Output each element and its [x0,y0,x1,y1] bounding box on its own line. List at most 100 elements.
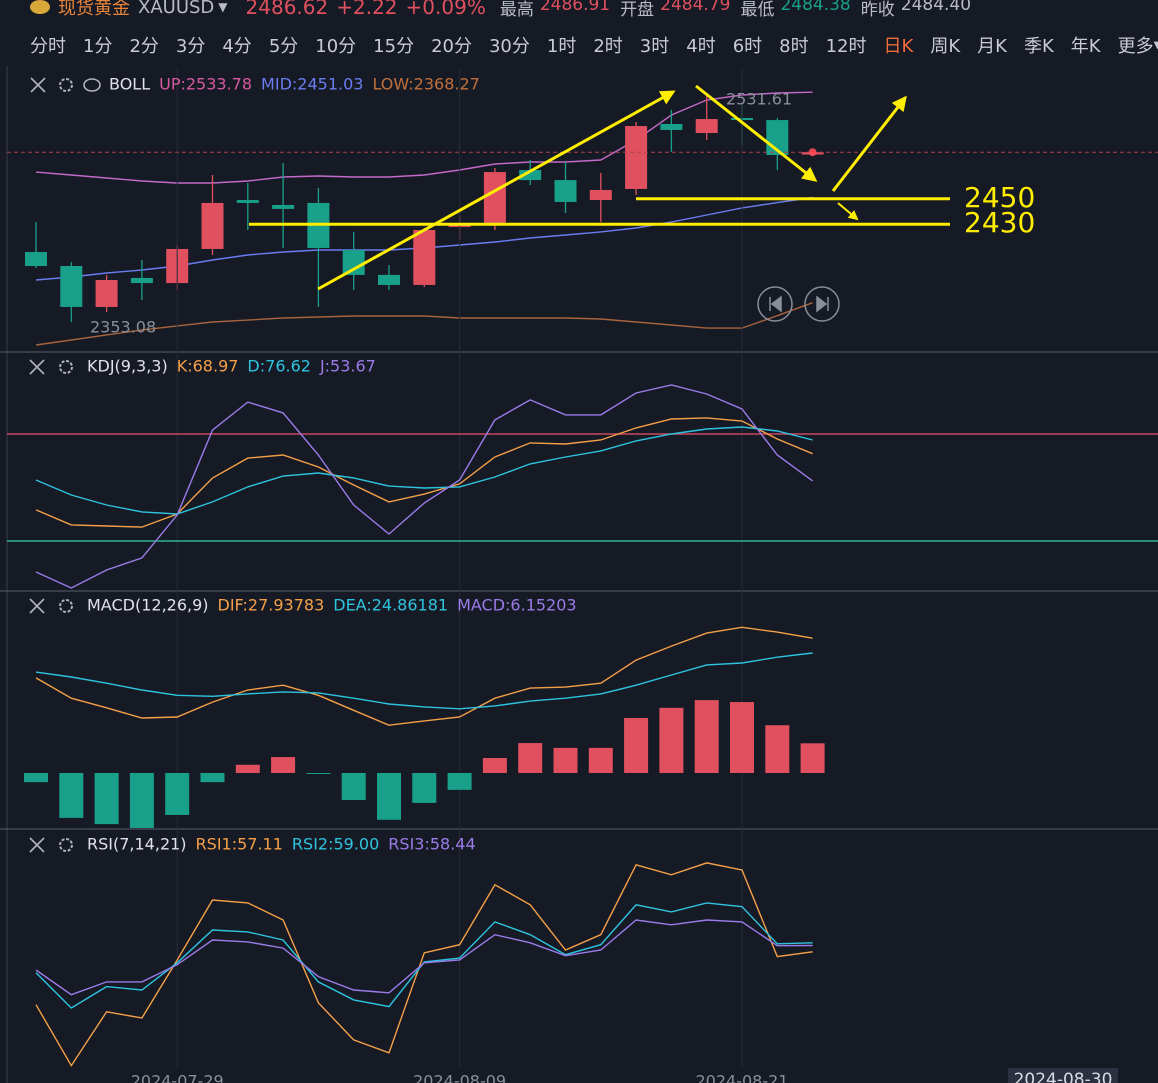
timeframe-tabs: 分时 1分 2分 3分 4分 5分 10分 15分 20分 30分 1时 2时 3时 4时 6时 8时 12时日… [30,32,1158,58]
settings-icon[interactable] [59,838,73,852]
legend-entry: D:76.62 [247,357,311,376]
macd-bar [553,747,578,773]
settings-icon[interactable] [59,360,73,374]
indicator-panel [25,91,824,346]
cursor-date-box [1008,1068,1118,1083]
legend-entry: RSI2:59.00 [292,835,379,854]
legend-entry: DEA:24.86181 [333,596,448,615]
timeframe-tab[interactable]: 15分 [373,36,415,57]
stat-label: 最低 [740,0,775,20]
timeframe-tab[interactable]: 周K [930,36,961,57]
macd-bar [412,772,437,803]
visibility-icon[interactable] [83,78,101,92]
indicator-line [35,302,813,346]
timeframe-tab[interactable]: 5分 [268,36,299,57]
macd-bar [24,772,48,783]
next-button[interactable] [804,286,840,322]
settings-icon[interactable] [59,78,73,92]
settings-icon[interactable] [59,599,73,613]
stat-value: 2484.38 [780,0,851,15]
timeframe-tab[interactable]: 8时 [779,36,809,57]
change-pct: +0.09% [405,0,486,19]
timeframe-tab[interactable]: 年K [1070,36,1101,57]
legend-entry: RSI3:58.44 [388,835,475,854]
drawings [317,84,907,291]
more-tab[interactable]: 更多 [1117,36,1154,57]
trend-arrow [695,84,818,182]
macd-bar [800,743,825,773]
indicator-title: RSI(7,14,21) [87,835,187,854]
stat-value: 2484.40 [900,0,972,15]
timeframe-tab[interactable]: 10分 [315,36,357,57]
timeframe-tab[interactable]: 4时 [686,36,716,57]
timeframe-tab[interactable]: 3分 [175,36,206,57]
cursor-date: 2024-08-30 [1014,1070,1113,1083]
macd-bar [306,772,331,774]
next-icon [816,295,829,313]
timeframe-tab[interactable]: 2分 [129,36,159,57]
legend-entry: DIF:27.93783 [218,596,325,615]
indicator-panel [24,626,825,828]
close-icon[interactable] [30,77,46,93]
symbol[interactable]: XAUUSD [138,0,215,18]
close-icon[interactable] [29,598,45,614]
timeframe-tab[interactable]: 日K [883,36,914,57]
close-icon[interactable] [29,837,45,853]
instrument-name: 现货黄金 [58,0,130,19]
macd-bar [659,707,684,773]
change: +2.22 [336,0,398,19]
timeframe-tab[interactable]: 3时 [639,36,670,57]
macd-bar [341,772,366,801]
macd-bar [200,772,225,783]
candle-body [695,119,718,134]
timeframe-tab[interactable]: 30分 [488,36,530,57]
timeframe-tab[interactable]: 12时 [825,36,867,57]
timeframe-tab[interactable]: 分时 [30,36,66,57]
timeframe-tab[interactable]: 4分 [222,36,252,57]
macd-bar [694,700,719,773]
dropdown-caret[interactable]: ▼ [218,0,228,14]
more-caret[interactable]: ▼ [1153,39,1158,51]
legend-entry: MACD:6.15203 [457,596,577,615]
indicator-line [35,417,813,528]
indicator-line [35,919,813,996]
macd-bar [482,758,507,773]
indicator-title: MACD(12,26,9) [87,596,209,615]
macd-bar [59,772,84,818]
candle-body [625,126,648,189]
timeframe-tab[interactable]: 6时 [732,36,763,57]
indicator-panel [7,384,1158,589]
candle-body [25,252,47,267]
stat-label: 昨收 [860,0,895,20]
candle-body [130,277,153,284]
macd-bar [518,743,543,773]
indicator-line [35,384,814,589]
playback[interactable] [757,286,840,322]
timeframe-tab[interactable]: 2时 [593,36,623,57]
close-icon[interactable] [29,359,45,375]
indicator-panel [35,862,813,1067]
indicator-line [35,91,813,184]
candle-body [554,180,577,202]
date-label: 2024-08-21 [696,1072,789,1083]
timeframe-tab[interactable]: 月K [977,36,1007,57]
macd-bar [624,717,649,773]
prev-button[interactable] [757,286,793,322]
date-label: 2024-07-29 [131,1072,224,1083]
max-label: 2531.61 [726,90,792,109]
candle-body [413,230,436,285]
timeframe-tab[interactable]: 1分 [83,36,113,57]
candle-body [378,274,400,285]
stat-value: 2486.91 [539,0,611,15]
macd-bar [129,772,154,828]
macd-bar [765,725,790,773]
candle-body [342,250,365,275]
timeframe-tab[interactable]: 季K [1023,36,1054,57]
timeframe-tab[interactable]: 20分 [431,36,472,57]
stats: 最高 2486.91 开盘 2484.79 最低 2484.38 昨收 2484.40 [500,0,975,20]
timeframe-tab[interactable]: 1时 [546,36,577,57]
indicator-line [35,652,813,710]
stat-value: 2484.79 [660,0,731,15]
macd-bar [165,772,190,815]
